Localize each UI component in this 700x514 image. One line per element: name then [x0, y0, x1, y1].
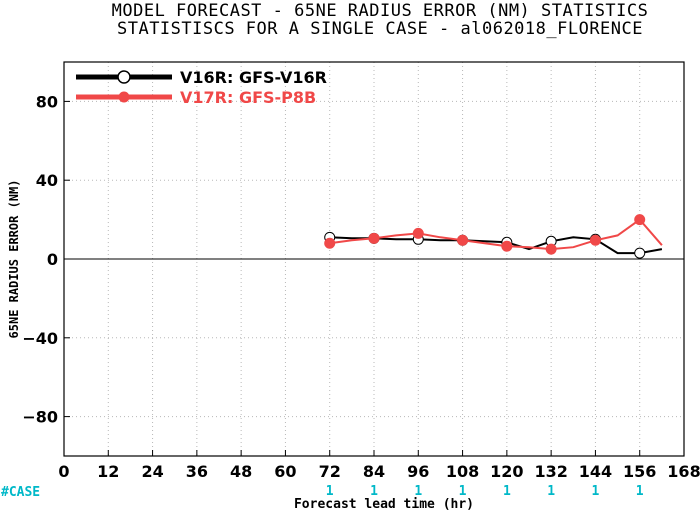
- case-count: 1: [459, 484, 467, 499]
- y-tick-label: 0: [47, 250, 58, 269]
- series-line-1: [329, 236, 663, 255]
- case-label: #CASE: [1, 485, 40, 500]
- series-point-2: [634, 214, 646, 226]
- x-tick-label: 156: [623, 462, 656, 481]
- legend-label-2: V17R: GFS-P8B: [180, 88, 316, 107]
- x-tick-label: 168: [667, 462, 700, 481]
- case-count: 1: [503, 484, 511, 499]
- series-point-2: [457, 234, 469, 246]
- legend-marker-2: [118, 91, 130, 103]
- series-line-2: [329, 218, 663, 251]
- y-tick-label: 40: [36, 171, 58, 190]
- x-axis-label: Forecast lead time (hr): [294, 497, 474, 512]
- x-tick-label: 36: [186, 462, 208, 481]
- chart-subtitle: STATISTISCS FOR A SINGLE CASE - al062018…: [116, 19, 643, 39]
- series-point-2: [501, 240, 513, 252]
- series-point-2: [368, 232, 380, 244]
- series-point-1: [634, 247, 646, 259]
- legend-label-1: V16R: GFS-V16R: [180, 68, 327, 87]
- series-point-2: [545, 243, 557, 255]
- x-tick-label: 60: [274, 462, 296, 481]
- series-point-2: [412, 227, 424, 239]
- case-count: 1: [636, 484, 644, 499]
- case-count: 1: [370, 484, 378, 499]
- x-tick-label: 0: [58, 462, 69, 481]
- x-tick-label: 120: [490, 462, 523, 481]
- case-count: 1: [326, 484, 334, 499]
- series-point-2: [324, 237, 336, 249]
- y-tick-label: 80: [36, 92, 58, 111]
- chart-title: MODEL FORECAST - 65NE RADIUS ERROR (NM) …: [111, 1, 649, 21]
- x-tick-label: 132: [534, 462, 567, 481]
- x-tick-label: 12: [97, 462, 119, 481]
- x-tick-label: 72: [319, 462, 341, 481]
- legend-marker-1: [117, 70, 131, 84]
- y-axis-label: 65NE RADIUS ERROR (NM): [7, 180, 21, 339]
- case-count: 1: [547, 484, 555, 499]
- x-tick-label: 144: [579, 462, 612, 481]
- case-count: 1: [414, 484, 422, 499]
- x-tick-label: 96: [407, 462, 429, 481]
- y-tick-label: −80: [22, 408, 58, 427]
- series-point-2: [589, 234, 601, 246]
- y-tick-label: −40: [22, 329, 58, 348]
- case-count: 1: [592, 484, 600, 499]
- x-tick-label: 48: [230, 462, 252, 481]
- x-tick-label: 108: [446, 462, 479, 481]
- x-tick-label: 84: [363, 462, 385, 481]
- x-tick-label: 24: [141, 462, 163, 481]
